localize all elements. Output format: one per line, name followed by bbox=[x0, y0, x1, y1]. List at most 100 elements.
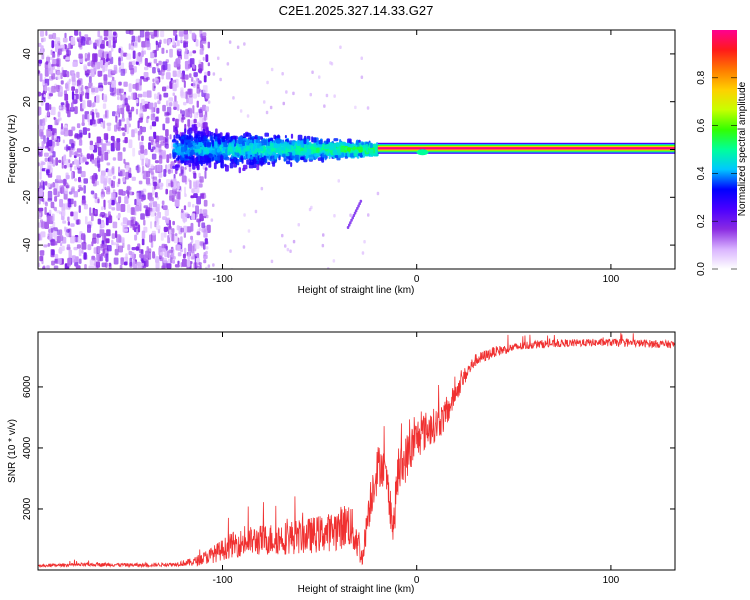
heatmap-cell bbox=[143, 219, 146, 226]
heatmap-cell bbox=[111, 70, 117, 74]
heatmap-cell bbox=[221, 136, 226, 142]
heatmap-cell bbox=[195, 76, 198, 81]
heatmap-cell bbox=[180, 227, 184, 233]
y-tick-label: 40 bbox=[22, 48, 33, 60]
heatmap-cell bbox=[144, 58, 148, 66]
heatmap-cell bbox=[181, 110, 185, 117]
heatmap-cell bbox=[290, 145, 294, 150]
heatmap-cell bbox=[39, 188, 43, 197]
heatmap-cell bbox=[118, 189, 124, 196]
heatmap-cell bbox=[369, 149, 374, 155]
heatmap-cell bbox=[198, 183, 203, 188]
heatmap-cell bbox=[87, 100, 92, 107]
heatmap-cell bbox=[206, 162, 209, 166]
heatmap-cell bbox=[138, 180, 143, 185]
heatmap-cell bbox=[64, 93, 69, 101]
heatmap-cell bbox=[96, 180, 99, 186]
heatmap-cell bbox=[125, 171, 130, 180]
heatmap-cell bbox=[339, 45, 342, 49]
heatmap-cell bbox=[205, 54, 209, 63]
heatmap-cell bbox=[154, 212, 157, 217]
heatmap-cell bbox=[135, 246, 140, 251]
heatmap-cell bbox=[61, 210, 66, 217]
heatmap-cell bbox=[181, 208, 184, 213]
heatmap-cell bbox=[266, 148, 271, 152]
heatmap-cell bbox=[196, 100, 199, 108]
heatmap-cell bbox=[143, 254, 147, 261]
heatmap-cell bbox=[193, 181, 198, 189]
heatmap-cell bbox=[83, 66, 88, 71]
heatmap-cell bbox=[270, 259, 274, 264]
heatmap-cell bbox=[158, 178, 161, 184]
heatmap-cell bbox=[174, 127, 178, 132]
heatmap-cell bbox=[196, 111, 199, 116]
heatmap-cell bbox=[205, 246, 209, 250]
heatmap-cell bbox=[51, 59, 57, 65]
heatmap-cell bbox=[361, 251, 365, 255]
heatmap-cell bbox=[91, 175, 95, 184]
heatmap-cell bbox=[207, 100, 211, 104]
colorbar-tick-label: 0.4 bbox=[696, 166, 707, 180]
snr-xlabel: Height of straight line (km) bbox=[298, 584, 415, 595]
heatmap-cell bbox=[58, 48, 62, 56]
heatmap-cell bbox=[155, 203, 160, 212]
heatmap-cell bbox=[232, 96, 235, 100]
heatmap-cell bbox=[55, 37, 61, 44]
heatmap-cell bbox=[160, 30, 165, 38]
heatmap-cell bbox=[117, 151, 123, 161]
heatmap-cell bbox=[45, 202, 48, 207]
heatmap-cell bbox=[178, 151, 182, 155]
heatmap-cell bbox=[191, 213, 196, 220]
heatmap-cell bbox=[187, 129, 190, 135]
heatmap-cell bbox=[38, 124, 42, 130]
heatmap-cell bbox=[88, 265, 94, 269]
heatmap-cell bbox=[212, 72, 216, 76]
heatmap-cell bbox=[76, 71, 80, 78]
heatmap-cell bbox=[183, 205, 187, 211]
heatmap-cell bbox=[202, 32, 207, 37]
heatmap-cell bbox=[243, 213, 246, 217]
heatmap-cell bbox=[118, 57, 121, 66]
heatmap-cell bbox=[323, 104, 326, 108]
heatmap-cell bbox=[349, 221, 352, 225]
heatmap-cell bbox=[102, 120, 106, 129]
heatmap-cell bbox=[67, 221, 70, 226]
heatmap-cell bbox=[52, 151, 56, 158]
heatmap-cell bbox=[48, 209, 52, 215]
heatmap-cell bbox=[171, 80, 174, 84]
heatmap-cell bbox=[120, 222, 124, 226]
heatmap-cell bbox=[262, 146, 266, 151]
heatmap-cell bbox=[234, 156, 237, 163]
heatmap-cell bbox=[69, 149, 72, 158]
heatmap-cell bbox=[282, 139, 285, 143]
heatmap-cell bbox=[193, 80, 196, 88]
heatmap-cell bbox=[78, 40, 82, 48]
heatmap-cell bbox=[78, 53, 83, 59]
heatmap-cell bbox=[182, 151, 185, 158]
y-tick-label: 4000 bbox=[22, 436, 33, 459]
heatmap-cell bbox=[173, 235, 178, 244]
heatmap-cell bbox=[43, 244, 48, 248]
heatmap-cell bbox=[47, 198, 53, 202]
heatmap-cell bbox=[97, 30, 101, 38]
heatmap-cell bbox=[201, 107, 205, 111]
heatmap-cell bbox=[168, 97, 174, 102]
heatmap-cell bbox=[198, 227, 202, 231]
heatmap-cell bbox=[220, 155, 224, 163]
heatmap-cell bbox=[156, 142, 159, 148]
heatmap-cell bbox=[56, 118, 60, 123]
heatmap-cell bbox=[162, 205, 168, 210]
heatmap-cell bbox=[45, 30, 48, 36]
heatmap-cell bbox=[231, 157, 235, 164]
heatmap-cell bbox=[181, 146, 186, 153]
heatmap-cell bbox=[261, 152, 264, 158]
heatmap-cell bbox=[309, 146, 314, 150]
heatmap-cell bbox=[188, 88, 193, 98]
heatmap-cell bbox=[80, 171, 86, 178]
spectrogram-heatmap bbox=[38, 30, 675, 269]
heatmap-cell bbox=[51, 213, 55, 222]
heatmap-cell bbox=[333, 138, 339, 142]
heatmap-cell bbox=[97, 118, 100, 124]
heatmap-cell bbox=[216, 148, 220, 153]
heatmap-cell bbox=[65, 57, 70, 61]
